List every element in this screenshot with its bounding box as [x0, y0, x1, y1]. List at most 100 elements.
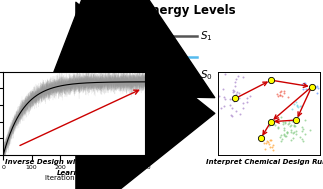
- Point: [288, 124, 293, 127]
- Text: $S_1$: $S_1$: [200, 29, 213, 43]
- Point: [301, 81, 307, 84]
- Point: [299, 104, 304, 107]
- Point: [232, 89, 237, 92]
- Point: [286, 95, 291, 98]
- Point: [277, 93, 283, 96]
- Point: [282, 133, 287, 136]
- Point: [233, 78, 238, 81]
- Point: [230, 88, 235, 91]
- Point: [313, 85, 318, 88]
- Point: [291, 131, 297, 134]
- Point: [279, 90, 284, 93]
- Point: [269, 145, 274, 148]
- Point: [300, 140, 305, 143]
- Point: [278, 134, 283, 137]
- Point: [294, 132, 299, 135]
- Point: [216, 95, 222, 98]
- Point: [285, 130, 290, 133]
- Point: [278, 90, 283, 93]
- Point: [272, 124, 277, 127]
- Point: [236, 74, 241, 77]
- Point: [264, 139, 269, 142]
- Point: [298, 136, 303, 139]
- Point: [279, 115, 284, 119]
- Point: [287, 119, 292, 122]
- Point: [240, 106, 245, 109]
- Point: [270, 122, 275, 125]
- Point: [278, 135, 283, 138]
- Point: [291, 102, 297, 105]
- Point: [290, 132, 295, 135]
- Point: [282, 122, 287, 125]
- Point: [234, 109, 239, 112]
- Point: [281, 91, 286, 94]
- Text: Desired Energy Levels: Desired Energy Levels: [88, 4, 235, 17]
- Point: [283, 134, 288, 137]
- Point: [295, 115, 300, 118]
- Point: [278, 94, 283, 97]
- X-axis label: Iteration number: Iteration number: [45, 175, 104, 181]
- Point: [236, 69, 242, 72]
- Point: [240, 75, 245, 78]
- Point: [302, 119, 307, 122]
- Point: [266, 125, 272, 128]
- Point: [282, 126, 287, 129]
- Point: [286, 122, 291, 125]
- Point: [285, 132, 290, 135]
- Point: [288, 139, 294, 142]
- Point: [314, 84, 319, 87]
- Point: [233, 81, 238, 84]
- Point: [230, 98, 235, 101]
- Point: [233, 84, 238, 88]
- Point: [280, 137, 285, 140]
- Point: [269, 139, 274, 142]
- Point: [289, 107, 294, 110]
- Point: [276, 95, 281, 98]
- Point: [223, 98, 228, 101]
- Point: [291, 124, 297, 127]
- Point: [220, 88, 225, 91]
- Point: [288, 124, 293, 127]
- Point: [236, 97, 242, 100]
- Point: [267, 139, 272, 142]
- Point: [311, 86, 316, 89]
- Point: [294, 129, 299, 132]
- Point: [231, 99, 236, 102]
- Point: [300, 83, 305, 86]
- Point: [292, 124, 297, 127]
- Point: [280, 123, 286, 126]
- Point: [229, 107, 234, 110]
- Point: [300, 127, 305, 130]
- Point: [274, 92, 279, 95]
- Point: [234, 92, 239, 95]
- Point: [268, 145, 273, 148]
- Point: [233, 95, 238, 98]
- Point: [300, 87, 306, 90]
- Point: [266, 142, 271, 145]
- Point: [247, 95, 252, 98]
- Point: [218, 106, 223, 109]
- Text: Inverse Design with Reinforcement: Inverse Design with Reinforcement: [5, 159, 144, 165]
- Point: [303, 82, 308, 85]
- Point: [283, 120, 288, 123]
- Point: [227, 103, 233, 106]
- Point: [270, 149, 276, 152]
- Point: [263, 142, 268, 145]
- Point: [286, 123, 291, 126]
- Point: [231, 91, 236, 94]
- Point: [266, 140, 271, 143]
- Text: $T_1$: $T_1$: [110, 50, 123, 64]
- Point: [245, 101, 250, 104]
- Point: [296, 105, 301, 108]
- Point: [299, 137, 304, 140]
- Point: [295, 104, 300, 107]
- Text: $S_0$: $S_0$: [200, 69, 213, 83]
- Point: [280, 120, 285, 123]
- Point: [292, 124, 297, 127]
- Point: [221, 105, 226, 108]
- Point: [289, 128, 294, 131]
- Point: [240, 102, 245, 105]
- Point: [308, 88, 313, 91]
- Point: [293, 100, 298, 103]
- Point: [307, 129, 313, 132]
